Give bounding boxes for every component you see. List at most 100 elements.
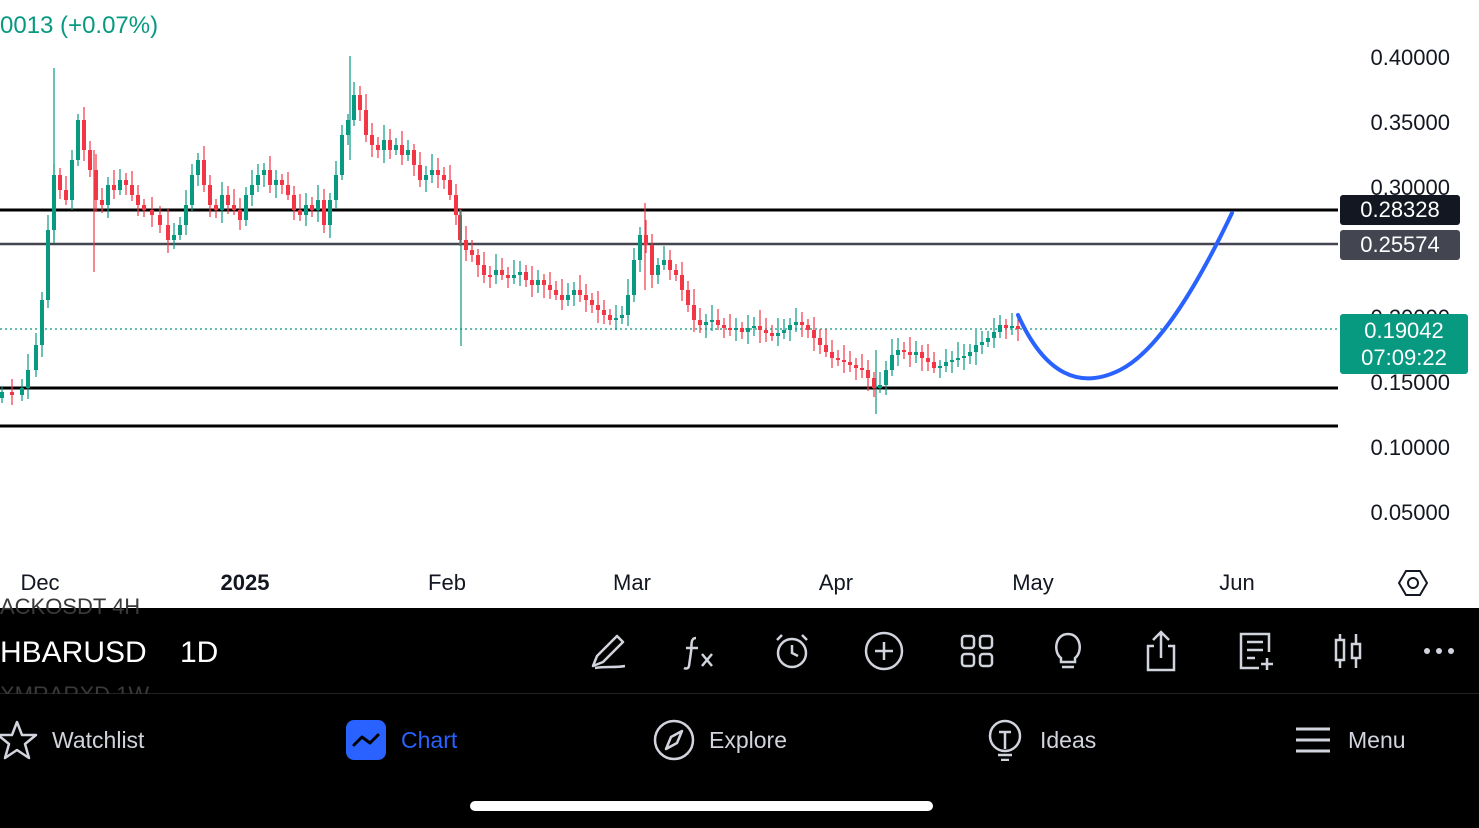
candle-body [872, 378, 876, 388]
level-price-label[interactable]: 0.28328 [1340, 195, 1460, 225]
candle-body [322, 200, 326, 225]
candle-body [782, 330, 786, 333]
candle-body [638, 235, 642, 260]
candle-body [346, 120, 350, 135]
candle-body [722, 325, 726, 328]
y-axis-tick: 0.10000 [1370, 435, 1450, 460]
candle-body [100, 200, 104, 205]
candle-body [776, 333, 780, 336]
candle-body [202, 160, 206, 185]
candle-body [950, 360, 954, 362]
candle-body [448, 180, 452, 195]
candle-body [890, 355, 894, 370]
layout-icon[interactable] [954, 628, 1000, 674]
candle-body [656, 265, 660, 275]
candle-body [150, 210, 154, 215]
interval-selector[interactable]: 1D [180, 636, 219, 669]
share-icon[interactable] [1138, 628, 1184, 674]
candle-body [274, 180, 278, 185]
candle-body [740, 328, 744, 332]
nav-chart[interactable]: Chart [345, 716, 457, 764]
add-icon[interactable] [861, 628, 907, 674]
candle-body [860, 368, 864, 370]
candle-body [412, 150, 416, 165]
nav-menu[interactable]: Menu [1292, 716, 1406, 764]
alert-icon[interactable] [769, 628, 815, 674]
symbol-name[interactable]: HBARUSD [0, 636, 147, 669]
candle-body [830, 352, 834, 358]
chart-settings-icon[interactable] [1397, 568, 1429, 598]
candle-body [58, 175, 62, 190]
candle-body [340, 135, 344, 175]
candle-body [800, 322, 804, 325]
indicators-icon[interactable] [676, 628, 722, 674]
candle-body [602, 310, 606, 315]
candle-body [698, 320, 702, 325]
candle-body [866, 370, 870, 378]
candle-body [304, 205, 308, 215]
candle-body [506, 275, 510, 278]
candle-body [878, 385, 882, 388]
last-price-value: 0.19042 [1364, 318, 1444, 343]
nav-ideas-label: Ideas [1040, 726, 1097, 753]
candle-body [920, 352, 924, 358]
candle-body [166, 225, 170, 240]
draw-icon[interactable] [585, 628, 631, 674]
candle-body [902, 350, 906, 352]
candle-body [476, 255, 480, 265]
candle-type-icon[interactable] [1325, 628, 1371, 674]
compass-icon [653, 719, 695, 761]
candle-body [536, 280, 540, 285]
hamburger-icon [1296, 727, 1330, 753]
candle-body [268, 170, 272, 185]
candle-body [884, 370, 888, 385]
candle-body [280, 180, 284, 185]
nav-ideas[interactable]: Ideas [984, 716, 1096, 764]
candle-body [88, 150, 92, 170]
candle-body [554, 290, 558, 295]
candle-body [316, 200, 320, 210]
candle-body [46, 230, 50, 300]
candle-body [220, 195, 224, 210]
ideas-bulb-icon[interactable] [1045, 628, 1091, 674]
candle-body [746, 328, 750, 332]
candle-body [112, 185, 116, 190]
candle-body [998, 325, 1002, 332]
x-axis-tick: Jun [1219, 570, 1255, 595]
candle-body [854, 365, 858, 368]
chart-area[interactable]: 0013 (+0.07%) 0.40000 0.35000 0.30000 0.… [0, 0, 1479, 608]
candle-body [358, 95, 362, 110]
candle-body [64, 190, 68, 200]
candle-body [974, 345, 978, 352]
x-axis-tick: 2025 [220, 570, 270, 595]
x-axis-tick: Dec [20, 570, 60, 595]
candle-body [848, 362, 852, 365]
candle-body [680, 275, 684, 290]
candle-body [328, 200, 332, 225]
nav-explore[interactable]: Explore [653, 716, 787, 764]
candle-body [352, 95, 356, 120]
candle-body [896, 350, 900, 355]
candle-body [310, 205, 314, 210]
price-chart[interactable] [0, 0, 1479, 608]
candle-body [424, 175, 428, 180]
candle-body [388, 140, 392, 150]
candle-body [376, 145, 380, 150]
candle-body [578, 290, 582, 295]
candle-body [124, 180, 128, 185]
candle-body [770, 333, 774, 336]
candle-body [668, 260, 672, 270]
candle-body [818, 338, 822, 345]
watchlist-add-icon[interactable] [1233, 628, 1279, 674]
candle-body [382, 140, 386, 150]
candle-body [758, 326, 762, 330]
chart-icon [346, 720, 386, 760]
nav-watchlist[interactable]: Watchlist [0, 716, 144, 764]
candle-body [710, 320, 714, 322]
home-indicator [470, 801, 933, 811]
candle-body [530, 280, 534, 285]
candle-body [442, 175, 446, 180]
candle-body [494, 270, 498, 275]
level-price-label[interactable]: 0.25574 [1340, 230, 1460, 260]
more-icon[interactable] [1416, 628, 1462, 674]
